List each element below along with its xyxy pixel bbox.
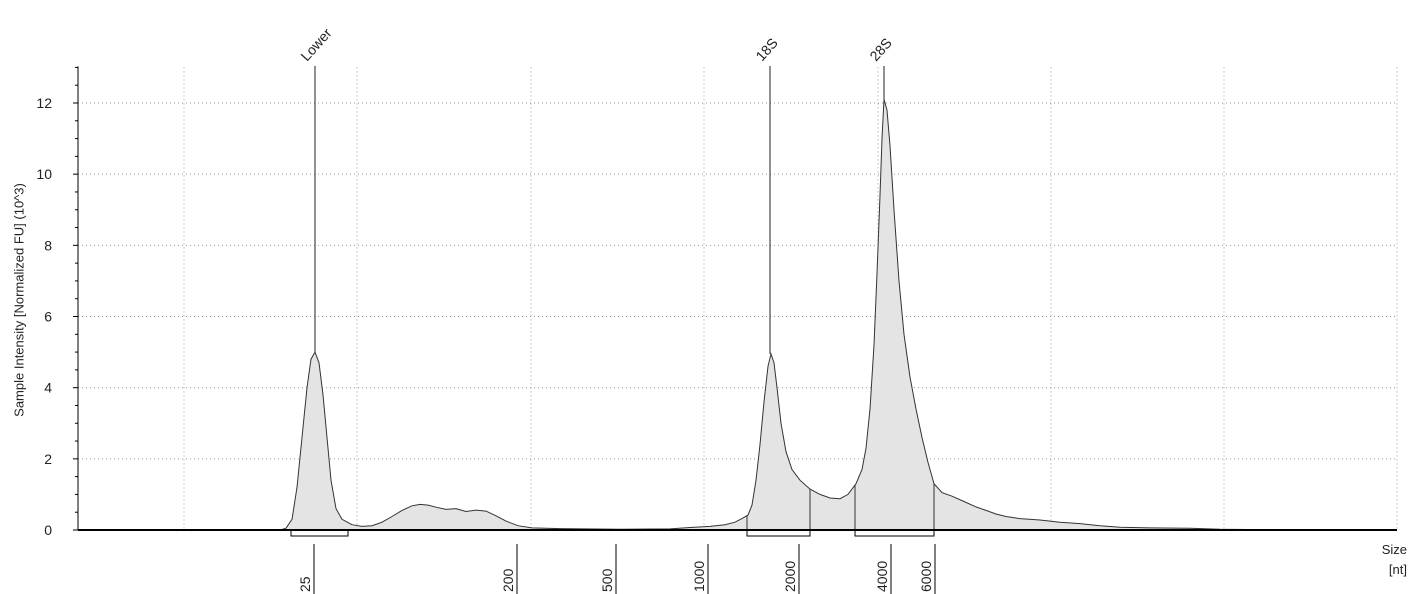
y-tick-label: 8 bbox=[44, 237, 52, 253]
x-tick-label: 6000 bbox=[918, 561, 934, 592]
y-tick-label: 12 bbox=[36, 95, 52, 111]
y-tick-label: 0 bbox=[44, 522, 52, 538]
x-tick-label: 2000 bbox=[782, 561, 798, 592]
x-axis-label: Size bbox=[1381, 542, 1407, 557]
y-axis-label: Sample Intensity [Normalized FU] (10^3) bbox=[11, 183, 27, 417]
x-axis-label-wrap: Size [nt] bbox=[1382, 540, 1407, 580]
peak-label: 18S bbox=[752, 35, 781, 64]
x-axis-unit: [nt] bbox=[1388, 562, 1407, 577]
peak-label: Lower bbox=[297, 25, 335, 64]
axes bbox=[73, 66, 1397, 531]
peak-labels: Lower 18S 28S bbox=[297, 25, 895, 354]
trace-line bbox=[78, 99, 1398, 531]
x-tick-label: 200 bbox=[500, 568, 516, 592]
y-tick-label: 10 bbox=[36, 166, 52, 182]
peak-label: 28S bbox=[866, 35, 895, 64]
y-tick-label: 4 bbox=[44, 380, 52, 396]
x-tick-label: 25 bbox=[297, 576, 313, 592]
x-tick-label: 4000 bbox=[874, 561, 890, 592]
x-tick-label: 500 bbox=[599, 568, 615, 592]
trace-area bbox=[78, 99, 1397, 531]
y-tick-label: 2 bbox=[44, 451, 52, 467]
x-tick-label: 1000 bbox=[691, 561, 707, 592]
y-tick-label: 6 bbox=[44, 309, 52, 325]
y-ticks: 0 2 4 6 8 10 12 bbox=[36, 95, 52, 538]
grid-lines bbox=[78, 67, 1398, 530]
x-ticks: 25 200 500 1000 2000 4000 6000 bbox=[297, 544, 936, 594]
